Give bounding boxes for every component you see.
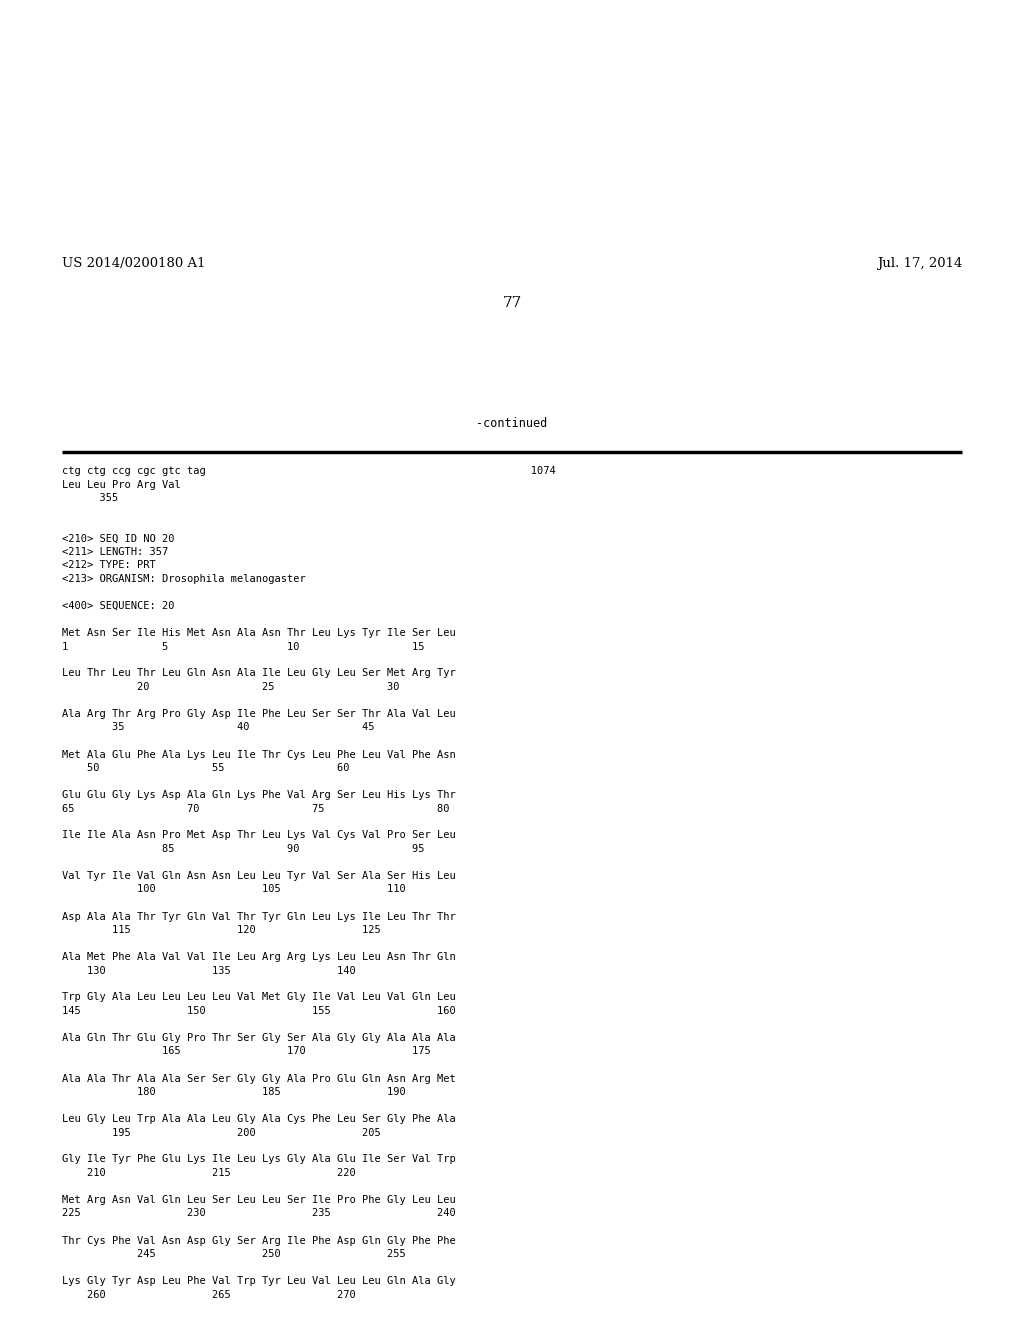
Text: 77: 77 — [503, 296, 521, 310]
Text: Ala Ala Thr Ala Ala Ser Ser Gly Gly Ala Pro Glu Gln Asn Arg Met: Ala Ala Thr Ala Ala Ser Ser Gly Gly Ala … — [62, 1073, 456, 1084]
Text: Leu Leu Pro Arg Val: Leu Leu Pro Arg Val — [62, 479, 181, 490]
Text: Ala Arg Thr Arg Pro Gly Asp Ile Phe Leu Ser Ser Thr Ala Val Leu: Ala Arg Thr Arg Pro Gly Asp Ile Phe Leu … — [62, 709, 456, 719]
Text: Ala Met Phe Ala Val Val Ile Leu Arg Arg Lys Leu Leu Asn Thr Gln: Ala Met Phe Ala Val Val Ile Leu Arg Arg … — [62, 952, 456, 962]
Text: 35                  40                  45: 35 40 45 — [62, 722, 375, 733]
Text: Val Tyr Ile Val Gln Asn Asn Leu Leu Tyr Val Ser Ala Ser His Leu: Val Tyr Ile Val Gln Asn Asn Leu Leu Tyr … — [62, 871, 456, 880]
Text: 145                 150                 155                 160: 145 150 155 160 — [62, 1006, 456, 1016]
Text: Jul. 17, 2014: Jul. 17, 2014 — [877, 257, 962, 271]
Text: Met Ala Glu Phe Ala Lys Leu Ile Thr Cys Leu Phe Leu Val Phe Asn: Met Ala Glu Phe Ala Lys Leu Ile Thr Cys … — [62, 750, 456, 759]
Text: <210> SEQ ID NO 20: <210> SEQ ID NO 20 — [62, 533, 174, 544]
Text: ctg ctg ccg cgc gtc tag                                                    1074: ctg ctg ccg cgc gtc tag 1074 — [62, 466, 556, 477]
Text: 65                  70                  75                  80: 65 70 75 80 — [62, 804, 450, 813]
Text: 180                 185                 190: 180 185 190 — [62, 1086, 406, 1097]
Text: <211> LENGTH: 357: <211> LENGTH: 357 — [62, 546, 168, 557]
Text: 115                 120                 125: 115 120 125 — [62, 925, 381, 935]
Text: 20                  25                  30: 20 25 30 — [62, 682, 399, 692]
Text: Gly Ile Tyr Phe Glu Lys Ile Leu Lys Gly Ala Glu Ile Ser Val Trp: Gly Ile Tyr Phe Glu Lys Ile Leu Lys Gly … — [62, 1155, 456, 1164]
Text: Met Arg Asn Val Gln Leu Ser Leu Leu Ser Ile Pro Phe Gly Leu Leu: Met Arg Asn Val Gln Leu Ser Leu Leu Ser … — [62, 1195, 456, 1205]
Text: 260                 265                 270: 260 265 270 — [62, 1290, 355, 1299]
Text: <213> ORGANISM: Drosophila melanogaster: <213> ORGANISM: Drosophila melanogaster — [62, 574, 306, 583]
Text: Glu Glu Gly Lys Asp Ala Gln Lys Phe Val Arg Ser Leu His Lys Thr: Glu Glu Gly Lys Asp Ala Gln Lys Phe Val … — [62, 789, 456, 800]
Text: Ile Ile Ala Asn Pro Met Asp Thr Leu Lys Val Cys Val Pro Ser Leu: Ile Ile Ala Asn Pro Met Asp Thr Leu Lys … — [62, 830, 456, 841]
Text: 100                 105                 110: 100 105 110 — [62, 884, 406, 895]
Text: <212> TYPE: PRT: <212> TYPE: PRT — [62, 561, 156, 570]
Text: <400> SEQUENCE: 20: <400> SEQUENCE: 20 — [62, 601, 174, 611]
Text: 130                 135                 140: 130 135 140 — [62, 965, 355, 975]
Text: Ala Gln Thr Glu Gly Pro Thr Ser Gly Ser Ala Gly Gly Ala Ala Ala: Ala Gln Thr Glu Gly Pro Thr Ser Gly Ser … — [62, 1034, 456, 1043]
Text: Trp Gly Ala Leu Leu Leu Leu Val Met Gly Ile Val Leu Val Gln Leu: Trp Gly Ala Leu Leu Leu Leu Val Met Gly … — [62, 993, 456, 1002]
Text: 195                 200                 205: 195 200 205 — [62, 1127, 381, 1138]
Text: 225                 230                 235                 240: 225 230 235 240 — [62, 1209, 456, 1218]
Text: -continued: -continued — [476, 417, 548, 430]
Text: Met Asn Ser Ile His Met Asn Ala Asn Thr Leu Lys Tyr Ile Ser Leu: Met Asn Ser Ile His Met Asn Ala Asn Thr … — [62, 628, 456, 638]
Text: Thr Cys Phe Val Asn Asp Gly Ser Arg Ile Phe Asp Gln Gly Phe Phe: Thr Cys Phe Val Asn Asp Gly Ser Arg Ile … — [62, 1236, 456, 1246]
Text: Asp Ala Ala Thr Tyr Gln Val Thr Tyr Gln Leu Lys Ile Leu Thr Thr: Asp Ala Ala Thr Tyr Gln Val Thr Tyr Gln … — [62, 912, 456, 921]
Text: 50                  55                  60: 50 55 60 — [62, 763, 349, 774]
Text: 355: 355 — [62, 492, 118, 503]
Text: Leu Gly Leu Trp Ala Ala Leu Gly Ala Cys Phe Leu Ser Gly Phe Ala: Leu Gly Leu Trp Ala Ala Leu Gly Ala Cys … — [62, 1114, 456, 1125]
Text: Lys Gly Tyr Asp Leu Phe Val Trp Tyr Leu Val Leu Leu Gln Ala Gly: Lys Gly Tyr Asp Leu Phe Val Trp Tyr Leu … — [62, 1276, 456, 1286]
Text: 245                 250                 255: 245 250 255 — [62, 1249, 406, 1259]
Text: 210                 215                 220: 210 215 220 — [62, 1168, 355, 1177]
Text: 165                 170                 175: 165 170 175 — [62, 1047, 431, 1056]
Text: US 2014/0200180 A1: US 2014/0200180 A1 — [62, 257, 206, 271]
Text: 85                  90                  95: 85 90 95 — [62, 843, 425, 854]
Text: 1               5                   10                  15: 1 5 10 15 — [62, 642, 425, 652]
Text: Leu Thr Leu Thr Leu Gln Asn Ala Ile Leu Gly Leu Ser Met Arg Tyr: Leu Thr Leu Thr Leu Gln Asn Ala Ile Leu … — [62, 668, 456, 678]
